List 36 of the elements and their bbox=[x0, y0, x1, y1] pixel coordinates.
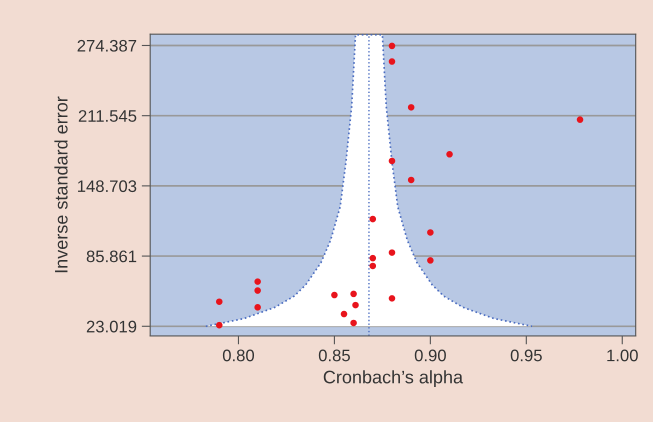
x-tick-label: 1.00 bbox=[607, 350, 638, 362]
point bbox=[254, 287, 261, 294]
point bbox=[254, 278, 261, 285]
point bbox=[408, 176, 414, 184]
point bbox=[254, 304, 261, 311]
point bbox=[388, 158, 396, 164]
point bbox=[427, 229, 434, 236]
x-tick-label: 0.80 bbox=[222, 350, 254, 362]
point bbox=[370, 254, 376, 262]
x-tick-label: 0.95 bbox=[510, 350, 542, 362]
point bbox=[216, 298, 223, 305]
point bbox=[446, 151, 453, 158]
point bbox=[370, 262, 376, 270]
point bbox=[388, 58, 396, 65]
y-tick-label: 23.019 bbox=[86, 320, 136, 332]
point bbox=[350, 290, 357, 298]
point bbox=[388, 295, 396, 302]
point bbox=[427, 257, 434, 264]
point bbox=[388, 249, 396, 256]
y-tick-label: 85.861 bbox=[86, 250, 136, 262]
point bbox=[370, 216, 376, 222]
point bbox=[576, 116, 584, 123]
point bbox=[408, 104, 414, 111]
point bbox=[352, 302, 359, 308]
x-tick-label: 0.90 bbox=[414, 350, 446, 362]
point bbox=[350, 320, 357, 326]
y-axis-title: Inverse standard error bbox=[54, 96, 68, 272]
y-tick-label: 148.703 bbox=[78, 180, 136, 192]
x-tick-label: 0.85 bbox=[318, 350, 350, 362]
point bbox=[388, 42, 396, 50]
point bbox=[216, 322, 223, 328]
point bbox=[331, 292, 338, 298]
point bbox=[340, 310, 348, 318]
y-tick-label: 274.387 bbox=[78, 40, 136, 52]
x-axis-title: Cronbach’s alpha bbox=[324, 370, 464, 388]
y-tick-label: 211.545 bbox=[78, 110, 136, 122]
